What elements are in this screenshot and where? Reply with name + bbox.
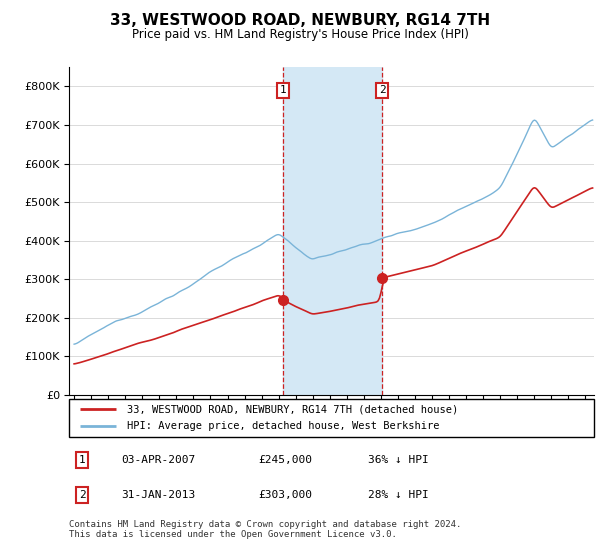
FancyBboxPatch shape [69, 399, 594, 437]
Text: Price paid vs. HM Land Registry's House Price Index (HPI): Price paid vs. HM Land Registry's House … [131, 28, 469, 41]
Text: 03-APR-2007: 03-APR-2007 [121, 455, 196, 465]
Text: 2: 2 [379, 85, 386, 95]
Bar [283, 67, 382, 395]
Text: 31-JAN-2013: 31-JAN-2013 [121, 490, 196, 500]
Text: 2: 2 [79, 490, 86, 500]
Text: £303,000: £303,000 [258, 490, 312, 500]
Text: HPI: Average price, detached house, West Berkshire: HPI: Average price, detached house, West… [127, 421, 439, 431]
Text: 28% ↓ HPI: 28% ↓ HPI [368, 490, 429, 500]
Text: Contains HM Land Registry data © Crown copyright and database right 2024.
This d: Contains HM Land Registry data © Crown c… [69, 520, 461, 539]
Text: 36% ↓ HPI: 36% ↓ HPI [368, 455, 429, 465]
Text: 1: 1 [79, 455, 86, 465]
Text: £245,000: £245,000 [258, 455, 312, 465]
Text: 33, WESTWOOD ROAD, NEWBURY, RG14 7TH: 33, WESTWOOD ROAD, NEWBURY, RG14 7TH [110, 13, 490, 28]
Text: 33, WESTWOOD ROAD, NEWBURY, RG14 7TH (detached house): 33, WESTWOOD ROAD, NEWBURY, RG14 7TH (de… [127, 404, 458, 414]
Text: 1: 1 [280, 85, 286, 95]
